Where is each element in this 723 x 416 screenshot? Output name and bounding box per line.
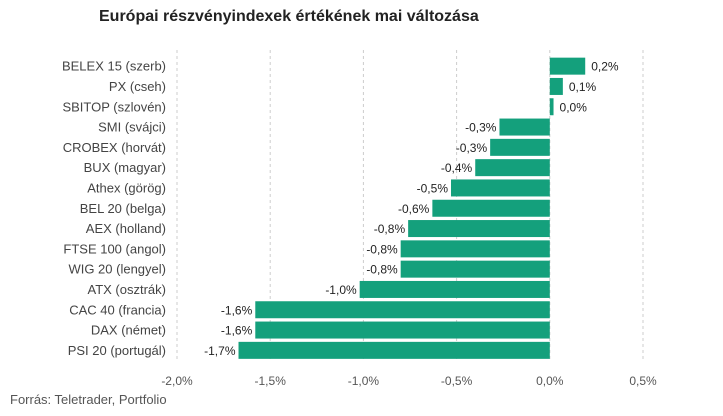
x-tick-label: -1,0% [348, 374, 380, 388]
x-tick-label: 0,0% [536, 374, 564, 388]
bar [359, 280, 550, 298]
bar [549, 57, 586, 75]
data-label: -0,5% [417, 181, 449, 195]
x-tick-label: 0,5% [629, 374, 657, 388]
category-label: WIG 20 (lengyel) [68, 262, 166, 277]
category-label: PX (cseh) [109, 79, 166, 94]
category-label: AEX (holland) [86, 221, 166, 236]
source-note: Forrás: Teletrader, Portfolio [10, 392, 167, 407]
bar [400, 240, 550, 258]
category-label: Athex (görög) [87, 180, 166, 195]
data-label: -0,6% [398, 202, 430, 216]
data-label: 0,2% [591, 60, 619, 74]
data-label: -0,3% [465, 121, 497, 135]
x-tick-label: -1,5% [255, 374, 287, 388]
data-label: -0,3% [456, 141, 488, 155]
bar [451, 179, 550, 197]
bar [238, 341, 550, 359]
category-label: BEL 20 (belga) [80, 201, 166, 216]
category-label: CROBEX (horvát) [63, 140, 166, 155]
bars [238, 57, 586, 359]
bar [400, 260, 550, 278]
bar [549, 98, 554, 116]
category-label: CAC 40 (francia) [69, 302, 166, 317]
value-labels: 0,2% 0,1% 0,0% -0,3% -0,3% -0,4% -0,5% -0,6% -0,… [204, 60, 619, 358]
x-tick-label: -0,5% [441, 374, 473, 388]
bar [255, 321, 550, 339]
data-label: -1,0% [325, 283, 357, 297]
bar [499, 118, 550, 136]
bar [490, 138, 550, 156]
bar [549, 77, 563, 95]
category-label: SBITOP (szlovén) [62, 99, 166, 114]
data-label: -0,8% [366, 242, 398, 256]
bar [255, 301, 550, 319]
x-tick-label: -2,0% [161, 374, 193, 388]
data-label: 0,1% [569, 80, 597, 94]
chart-title: Európai részvényindexek értékének mai vá… [99, 8, 479, 25]
data-label: -1,6% [221, 324, 253, 338]
data-label: 0,0% [560, 100, 588, 114]
category-labels: BELEX 15 (szerb) PX (cseh) SBITOP (szlovén… [62, 59, 166, 358]
category-label: FTSE 100 (angol) [63, 241, 166, 256]
data-label: -0,8% [374, 222, 406, 236]
bar [475, 159, 550, 177]
data-label: -1,7% [204, 344, 236, 358]
bar [408, 220, 550, 238]
category-label: ATX (osztrák) [88, 282, 167, 297]
data-label: -1,6% [221, 303, 253, 317]
category-label: DAX (német) [91, 323, 166, 338]
bar [432, 199, 550, 217]
data-label: -0,8% [366, 263, 398, 277]
x-axis-ticks: -2,0% -1,5% -1,0% -0,5% 0,0% 0,5% [161, 374, 657, 388]
category-label: PSI 20 (portugál) [68, 343, 166, 358]
category-label: BELEX 15 (szerb) [62, 59, 166, 74]
data-label: -0,4% [441, 161, 473, 175]
category-label: SMI (svájci) [98, 120, 166, 135]
category-label: BUX (magyar) [84, 160, 166, 175]
